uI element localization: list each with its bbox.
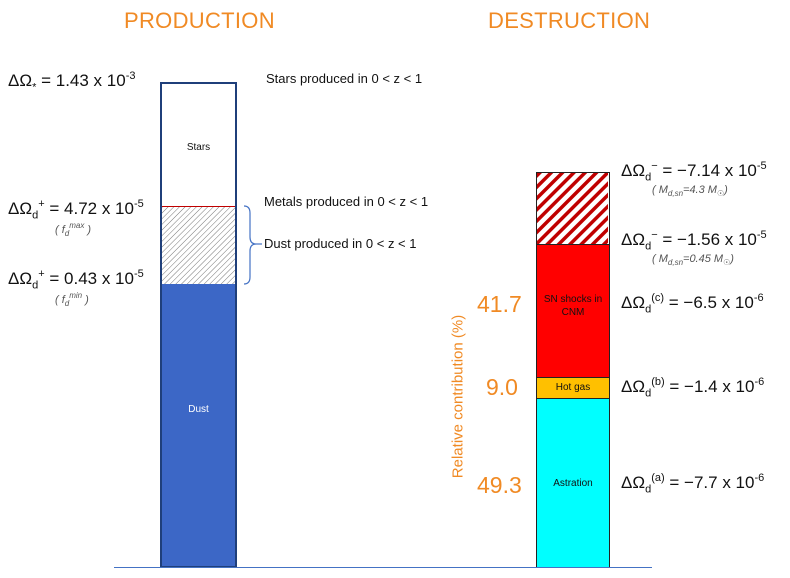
dust-min-equation: ΔΩd+ = 0.43 x 10-5: [8, 268, 144, 292]
metals-line: [162, 206, 235, 207]
stars-segment: Stars: [162, 84, 235, 206]
metals-annotation: Metals produced in 0 < z < 1: [264, 194, 429, 209]
astration-segment: Astration: [537, 399, 609, 567]
astration-label: Astration: [553, 478, 593, 489]
stars-label: Stars: [186, 142, 211, 153]
destruction-title: DESTRUCTION: [488, 8, 651, 33]
hot-gas-segment: Hot gas: [537, 377, 609, 399]
pct-sn-shocks: 41.7: [477, 291, 522, 317]
baseline: [114, 567, 652, 568]
sn-low-equation: ΔΩd− = −1.56 x 10-5: [621, 229, 767, 253]
pct-hot-gas: 9.0: [486, 374, 518, 400]
dust-min-note: ( fdmin ): [55, 291, 89, 309]
dust-max-note: ( fdmax ): [55, 221, 92, 239]
dust-range-brace: [243, 205, 262, 285]
hot-gas-equation: ΔΩd(b) = −1.4 x 10-6: [621, 376, 765, 400]
hot-gas-label: Hot gas: [555, 382, 591, 393]
dust-hatched-segment: [162, 207, 235, 284]
dust-max-equation: ΔΩd+ = 4.72 x 10-5: [8, 198, 144, 222]
dust-label: Dust: [188, 404, 209, 415]
astration-equation: ΔΩd(a) = −7.7 x 10-6: [621, 472, 765, 496]
stars-equation: ΔΩ* = 1.43 x 10-3: [8, 70, 136, 94]
sn-high-equation: ΔΩd− = −7.14 x 10-5: [621, 160, 767, 184]
destruction-bar: SN shocks in CNM Hot gas Astration: [536, 172, 610, 568]
sn-shocks-equation: ΔΩd(c) = −6.5 x 10-6: [621, 292, 764, 316]
stars-annotation: Stars produced in 0 < z < 1: [266, 71, 423, 86]
sn-high-note: ( Md,sn=4.3 M☉): [652, 184, 728, 199]
pct-astration: 49.3: [477, 472, 522, 498]
sn-shocks-label: SN shocks in CNM: [543, 294, 603, 318]
production-title: PRODUCTION: [124, 8, 275, 33]
dust-segment: Dust: [162, 284, 235, 566]
sn-high-hatched-segment: [537, 173, 609, 244]
relative-contribution-axis-label: Relative contribution (%): [449, 314, 467, 479]
sn-shocks-segment: SN shocks in CNM: [537, 244, 609, 377]
dust-annotation: Dust produced in 0 < z < 1: [264, 236, 417, 251]
sn-low-note: ( Md,sn=0.45 M☉): [652, 253, 734, 268]
production-bar: Stars Dust: [160, 82, 237, 568]
